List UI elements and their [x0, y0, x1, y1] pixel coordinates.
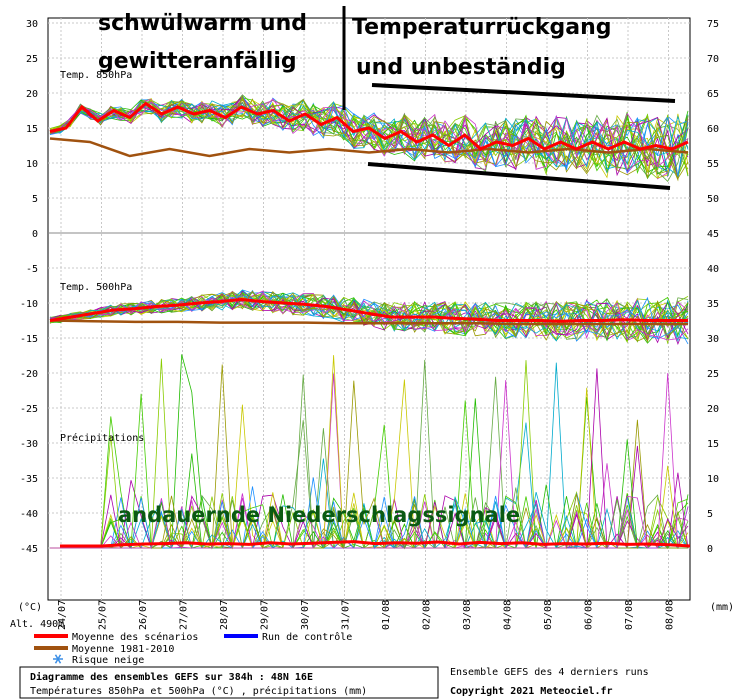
member-line-precip — [50, 404, 688, 550]
tick-label-850-left: 10 — [26, 159, 38, 170]
member-line-850 — [49, 99, 689, 170]
date-label: 28/07 — [219, 600, 230, 630]
date-label: 06/08 — [584, 600, 595, 630]
date-label: 01/08 — [381, 600, 392, 630]
unit-left: (°C) — [18, 602, 42, 613]
footer-copyright: Copyright 2021 Meteociel.fr — [450, 685, 613, 697]
upper-trend-line — [371, 83, 676, 103]
legend-mean-label: Moyenne des scénarios — [72, 631, 198, 643]
annotation-2: gewitteranfällig — [98, 49, 297, 74]
tick-label-500-right: 20 — [707, 404, 719, 415]
tick-label-850-left: 30 — [26, 19, 38, 30]
legend-control-label: Run de contrôle — [262, 631, 352, 643]
member-line-precip — [50, 373, 689, 549]
tick-label-500-right: 15 — [707, 439, 719, 450]
tick-label-850-right: 50 — [707, 194, 719, 205]
panel-label-500: Temp. 500hPa — [60, 282, 132, 293]
tick-label-500-left: -40 — [20, 509, 38, 520]
tick-label-500-left: -45 — [20, 544, 38, 555]
legend-snow-label: Risque neige — [72, 655, 144, 666]
snow-icon — [53, 654, 63, 664]
tick-label-500-left: -20 — [20, 369, 38, 380]
tick-label-500-right: 10 — [707, 474, 719, 485]
tick-label-500-right: 5 — [707, 509, 713, 520]
tick-label-850-left: 20 — [26, 89, 38, 100]
date-label: 27/07 — [179, 600, 190, 630]
footer-title: Diagramme des ensembles GEFS sur 384h : … — [30, 671, 313, 683]
tick-label-500-right: 40 — [707, 264, 719, 275]
altitude-label: Alt. 490m — [10, 619, 64, 630]
annotation-3: Temperaturrückgang — [352, 15, 612, 40]
date-label: 08/08 — [665, 600, 676, 630]
tick-label-500-right: 0 — [707, 544, 713, 555]
annotation-5: andauernde Niederschlagssignale — [118, 503, 520, 527]
tick-label-500-right: 35 — [707, 299, 719, 310]
mean-lines — [49, 101, 691, 548]
lower-trend-line — [367, 162, 671, 190]
tick-label-850-right: 45 — [707, 229, 719, 240]
tick-label-850-left: 5 — [32, 194, 38, 205]
tick-label-500-left: -30 — [20, 439, 38, 450]
tick-label-850-left: 0 — [32, 229, 38, 240]
footer-runs: Ensemble GEFS des 4 derniers runs — [450, 667, 649, 678]
date-label: 30/07 — [300, 600, 311, 630]
member-line-850 — [49, 94, 689, 177]
footer-subtitle: Températures 850hPa et 500hPa (°C) , pré… — [30, 685, 367, 697]
panel-label-850: Temp. 850hPa — [60, 70, 132, 81]
date-label: 04/08 — [503, 600, 514, 630]
date-label: 05/08 — [543, 600, 554, 630]
date-label: 07/08 — [624, 600, 635, 630]
panel-label-precip: Précipitations — [60, 432, 144, 444]
tick-label-500-right: 30 — [707, 334, 719, 345]
unit-right: (mm) — [710, 602, 734, 613]
date-label: 24/07 — [57, 600, 68, 630]
date-label: 31/07 — [341, 600, 352, 630]
date-label: 26/07 — [138, 600, 149, 630]
member-line-precip — [50, 364, 688, 550]
date-label: 29/07 — [260, 600, 271, 630]
tick-label-850-left: 15 — [26, 124, 38, 135]
legend-clim-label: Moyenne 1981-2010 — [72, 644, 174, 655]
member-line-850 — [49, 101, 689, 168]
clim-line-850 — [49, 137, 689, 158]
date-label: 25/07 — [98, 600, 109, 630]
tick-label-500-right: 25 — [707, 369, 719, 380]
date-label: 02/08 — [422, 600, 433, 630]
mean-line-500 — [49, 297, 688, 323]
tick-label-850-right: 60 — [707, 124, 719, 135]
tick-label-500-left: -35 — [20, 474, 38, 485]
tick-label-850-left: 25 — [26, 54, 38, 65]
tick-label-850-right: 75 — [707, 19, 719, 30]
clim-line-500 — [49, 319, 688, 326]
annotation-4: und unbeständig — [356, 55, 566, 80]
tick-label-500-left: -10 — [20, 299, 38, 310]
tick-label-850-right: 70 — [707, 54, 719, 65]
tick-label-500-left: -15 — [20, 334, 38, 345]
footer-box — [19, 666, 439, 699]
tick-label-500-left: -25 — [20, 404, 38, 415]
date-label: 03/08 — [462, 600, 473, 630]
tick-label-850-right: 55 — [707, 159, 719, 170]
annotation-1: schwülwarm und — [98, 11, 307, 36]
mean-line-precip — [60, 540, 691, 548]
tick-label-500-left: -5 — [26, 264, 38, 275]
mean-line-850 — [49, 101, 689, 151]
tick-label-850-right: 65 — [707, 89, 719, 100]
